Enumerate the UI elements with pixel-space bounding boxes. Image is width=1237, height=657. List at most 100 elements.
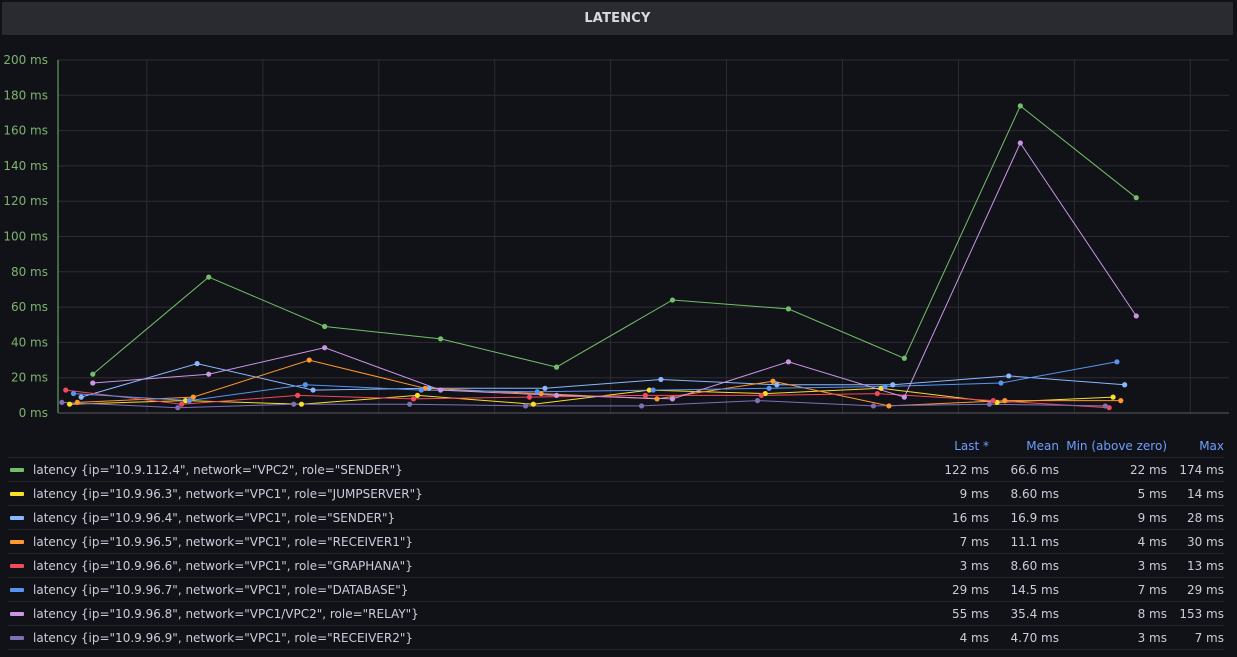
data-point[interactable] [658, 376, 664, 383]
legend-row[interactable]: latency {ip="10.9.96.6", network="VPC1",… [8, 553, 1224, 577]
data-point[interactable] [66, 401, 73, 407]
data-point[interactable] [414, 392, 421, 398]
data-point[interactable] [758, 392, 764, 398]
data-point[interactable] [59, 399, 65, 406]
data-point[interactable] [410, 396, 417, 402]
legend-series-label[interactable]: latency {ip="10.9.96.8", network="VPC1/V… [33, 606, 419, 621]
data-point[interactable] [194, 360, 200, 367]
legend-color-swatch[interactable] [10, 491, 24, 496]
data-point[interactable] [175, 405, 181, 411]
data-point[interactable] [418, 387, 424, 393]
data-point[interactable] [295, 392, 301, 398]
data-point[interactable] [526, 394, 533, 400]
data-point[interactable] [530, 401, 536, 407]
data-point[interactable] [785, 359, 792, 365]
data-point[interactable] [438, 387, 444, 393]
legend-series-label[interactable]: latency {ip="10.9.96.3", network="VPC1",… [33, 486, 423, 501]
legend-series-label[interactable]: latency {ip="10.9.96.7", network="VPC1",… [33, 582, 409, 597]
legend-series-label[interactable]: latency {ip="10.9.96.5", network="VPC1",… [33, 534, 414, 549]
legend-header-max[interactable]: Max [1199, 438, 1224, 453]
data-point[interactable] [774, 382, 780, 388]
data-point[interactable] [1122, 382, 1128, 388]
data-point[interactable] [70, 390, 77, 397]
data-point[interactable] [901, 394, 907, 400]
panel-header[interactable]: LATENCY [2, 2, 1233, 35]
data-point[interactable] [306, 357, 312, 363]
series-line-5[interactable] [73, 361, 1117, 402]
series-line-0[interactable] [92, 105, 1137, 375]
data-point[interactable] [553, 392, 560, 398]
legend-color-swatch[interactable] [10, 539, 24, 544]
data-point[interactable] [298, 401, 305, 407]
legend-color-swatch[interactable] [10, 635, 24, 640]
data-point[interactable] [1106, 405, 1112, 411]
data-point[interactable] [998, 380, 1004, 386]
data-point[interactable] [523, 403, 529, 409]
data-point[interactable] [990, 398, 996, 404]
legend-series-name[interactable]: latency {ip="10.9.96.6", network="VPC1",… [8, 559, 929, 573]
data-point[interactable] [654, 396, 660, 402]
data-point[interactable] [669, 396, 676, 402]
data-point[interactable] [322, 323, 328, 330]
legend-series-label[interactable]: latency {ip="10.9.112.4", network="VPC2"… [33, 462, 403, 477]
data-point[interactable] [646, 387, 652, 393]
data-point[interactable] [754, 398, 761, 404]
legend-color-swatch[interactable] [10, 563, 24, 568]
data-point[interactable] [870, 403, 877, 409]
legend-series-name[interactable]: latency {ip="10.9.96.5", network="VPC1",… [8, 535, 929, 549]
data-point[interactable] [63, 387, 69, 393]
data-point[interactable] [206, 274, 212, 280]
data-point[interactable] [1017, 140, 1023, 146]
data-point[interactable] [186, 398, 192, 404]
data-point[interactable] [426, 385, 432, 391]
panel-title[interactable]: LATENCY [584, 11, 651, 26]
data-point[interactable] [901, 355, 907, 361]
data-point[interactable] [878, 385, 884, 391]
data-point[interactable] [1102, 403, 1108, 409]
legend-row[interactable]: latency {ip="10.9.96.5", network="VPC1",… [8, 529, 1224, 553]
legend-series-name[interactable]: latency {ip="10.9.96.4", network="VPC1",… [8, 511, 929, 525]
series-line-1[interactable] [69, 387, 1114, 405]
legend-color-swatch[interactable] [10, 467, 24, 472]
legend-color-swatch[interactable] [10, 587, 24, 592]
data-point[interactable] [422, 385, 428, 391]
data-point[interactable] [642, 392, 649, 398]
legend-row[interactable]: latency {ip="10.9.96.7", network="VPC1",… [8, 577, 1224, 601]
data-point[interactable] [179, 401, 185, 407]
data-point[interactable] [190, 394, 196, 400]
data-point[interactable] [1133, 313, 1139, 319]
data-point[interactable] [310, 387, 316, 393]
legend-row[interactable]: latency {ip="10.9.96.3", network="VPC1",… [8, 481, 1224, 505]
data-point[interactable] [553, 364, 560, 370]
data-point[interactable] [302, 382, 308, 388]
legend-row[interactable]: latency {ip="10.9.112.4", network="VPC2"… [8, 457, 1224, 481]
data-point[interactable] [669, 297, 676, 303]
data-point[interactable] [886, 403, 892, 409]
legend-series-name[interactable]: latency {ip="10.9.96.3", network="VPC1",… [8, 487, 929, 501]
legend-series-name[interactable]: latency {ip="10.9.96.7", network="VPC1",… [8, 583, 929, 597]
data-point[interactable] [766, 385, 772, 391]
data-point[interactable] [542, 385, 548, 391]
legend-series-label[interactable]: latency {ip="10.9.96.4", network="VPC1",… [33, 510, 396, 525]
data-point[interactable] [882, 383, 888, 390]
data-point[interactable] [1118, 398, 1124, 404]
data-point[interactable] [438, 336, 444, 342]
legend-color-swatch[interactable] [10, 611, 24, 616]
data-point[interactable] [1002, 398, 1008, 404]
data-point[interactable] [90, 380, 96, 386]
data-point[interactable] [874, 390, 880, 397]
data-point[interactable] [1006, 373, 1012, 379]
data-point[interactable] [78, 394, 84, 400]
legend-header-min[interactable]: Min (above zero) [1066, 438, 1167, 453]
data-point[interactable] [762, 390, 768, 397]
legend-series-label[interactable]: latency {ip="10.9.96.6", network="VPC1",… [33, 558, 413, 573]
data-point[interactable] [322, 345, 328, 351]
legend-color-swatch[interactable] [10, 515, 24, 520]
data-point[interactable] [994, 399, 1000, 406]
data-point[interactable] [986, 401, 992, 407]
data-point[interactable] [1114, 359, 1120, 365]
data-point[interactable] [770, 378, 776, 384]
data-point[interactable] [538, 390, 544, 397]
legend-header-last[interactable]: Last * [954, 438, 989, 453]
data-point[interactable] [407, 401, 413, 407]
